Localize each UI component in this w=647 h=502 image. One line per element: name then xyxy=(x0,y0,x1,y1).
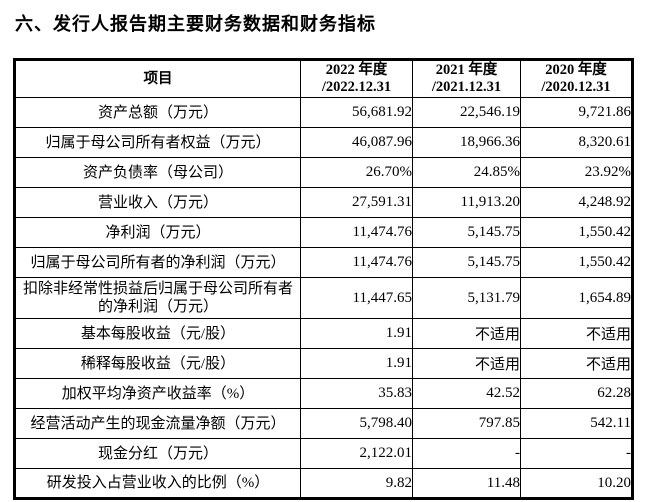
cell-value: 9,721.86 xyxy=(520,97,633,128)
header-2022: 2022 年度 /2022.12.31 xyxy=(300,59,413,98)
cell-value: 35.83 xyxy=(300,378,413,409)
financial-data-table: 项目 2022 年度 /2022.12.31 2021 年度 /2021.12.… xyxy=(13,58,634,500)
row-label: 归属于母公司所有者的净利润（万元） xyxy=(14,247,301,278)
header-2020-date: /2020.12.31 xyxy=(541,79,611,95)
cell-value: 不适用 xyxy=(520,318,633,349)
cell-value: 46,087.96 xyxy=(300,127,413,158)
row-label: 归属于母公司所有者权益（万元） xyxy=(14,127,301,158)
cell-value: 11,474.76 xyxy=(300,247,413,278)
cell-value: 2,122.01 xyxy=(300,438,413,469)
header-item: 项目 xyxy=(14,59,301,98)
table-row-parent-equity: 归属于母公司所有者权益（万元） 46,087.96 18,966.36 8,32… xyxy=(14,127,633,158)
row-label: 加权平均净资产收益率（%） xyxy=(14,378,301,409)
table-row-weighted-roe: 加权平均净资产收益率（%） 35.83 42.52 62.28 xyxy=(14,378,633,409)
table-row-net-profit: 净利润（万元） 11,474.76 5,145.75 1,550.42 xyxy=(14,217,633,248)
cell-value: 10.20 xyxy=(520,468,633,499)
cell-value: 27,591.31 xyxy=(300,187,413,218)
row-label: 资产总额（万元） xyxy=(14,97,301,128)
row-label: 研发投入占营业收入的比例（%） xyxy=(14,468,301,499)
cell-value: 5,145.75 xyxy=(412,217,521,248)
cell-value: - xyxy=(520,438,633,469)
cell-value: 5,131.79 xyxy=(412,277,521,319)
row-label: 扣除非经常性损益后归属于母公司所有者的净利润（万元） xyxy=(14,277,301,319)
cell-value: 11.48 xyxy=(412,468,521,499)
header-2022-period: 2022 年度 xyxy=(325,62,388,78)
cell-value: 24.85% xyxy=(412,157,521,188)
table-row-debt-ratio: 资产负债率（母公司） 26.70% 24.85% 23.92% xyxy=(14,157,633,188)
cell-value: 不适用 xyxy=(412,348,521,379)
cell-value: - xyxy=(412,438,521,469)
cell-value: 26.70% xyxy=(300,157,413,188)
cell-value: 1,550.42 xyxy=(520,217,633,248)
table-row-rd-ratio: 研发投入占营业收入的比例（%） 9.82 11.48 10.20 xyxy=(14,468,633,499)
cell-value: 797.85 xyxy=(412,408,521,439)
header-2021-date: /2021.12.31 xyxy=(431,79,502,95)
header-2021-period: 2021 年度 xyxy=(435,62,498,78)
table-row-revenue: 营业收入（万元） 27,591.31 11,913.20 4,248.92 xyxy=(14,187,633,218)
table-row-operating-cash-flow: 经营活动产生的现金流量净额（万元） 5,798.40 797.85 542.11 xyxy=(14,408,633,439)
cell-value: 62.28 xyxy=(520,378,633,409)
cell-value: 1.91 xyxy=(300,318,413,349)
row-label: 资产负债率（母公司） xyxy=(14,157,301,188)
cell-value: 56,681.92 xyxy=(300,97,413,128)
table-row-deducted-net-profit: 扣除非经常性损益后归属于母公司所有者的净利润（万元） 11,447.65 5,1… xyxy=(14,277,633,319)
cell-value: 4,248.92 xyxy=(520,187,633,218)
cell-value: 11,913.20 xyxy=(412,187,521,218)
cell-value: 1.91 xyxy=(300,348,413,379)
row-label: 稀释每股收益（元/股） xyxy=(14,348,301,379)
cell-value: 11,474.76 xyxy=(300,217,413,248)
cell-value: 5,798.40 xyxy=(300,408,413,439)
table-row-diluted-eps: 稀释每股收益（元/股） 1.91 不适用 不适用 xyxy=(14,348,633,379)
table-row-total-assets: 资产总额（万元） 56,681.92 22,546.19 9,721.86 xyxy=(14,97,633,128)
cell-value: 1,550.42 xyxy=(520,247,633,278)
table-header-row: 项目 2022 年度 /2022.12.31 2021 年度 /2021.12.… xyxy=(14,59,633,98)
cell-value: 不适用 xyxy=(520,348,633,379)
header-2020: 2020 年度 /2020.12.31 xyxy=(520,59,633,98)
cell-value: 542.11 xyxy=(520,408,633,439)
cell-value: 1,654.89 xyxy=(520,277,633,319)
row-label: 基本每股收益（元/股） xyxy=(14,318,301,349)
row-label: 经营活动产生的现金流量净额（万元） xyxy=(14,408,301,439)
table-row-basic-eps: 基本每股收益（元/股） 1.91 不适用 不适用 xyxy=(14,318,633,349)
header-2021: 2021 年度 /2021.12.31 xyxy=(412,59,521,98)
cell-value: 42.52 xyxy=(412,378,521,409)
row-label: 现金分红（万元） xyxy=(14,438,301,469)
cell-value: 8,320.61 xyxy=(520,127,633,158)
cell-value: 5,145.75 xyxy=(412,247,521,278)
row-label: 净利润（万元） xyxy=(14,217,301,248)
cell-value: 9.82 xyxy=(300,468,413,499)
cell-value: 23.92% xyxy=(520,157,633,188)
row-label: 营业收入（万元） xyxy=(14,187,301,218)
cell-value: 不适用 xyxy=(412,318,521,349)
header-2020-period: 2020 年度 xyxy=(545,62,607,78)
table-row-parent-net-profit: 归属于母公司所有者的净利润（万元） 11,474.76 5,145.75 1,5… xyxy=(14,247,633,278)
cell-value: 22,546.19 xyxy=(412,97,521,128)
cell-value: 18,966.36 xyxy=(412,127,521,158)
cell-value: 11,447.65 xyxy=(300,277,413,319)
table-row-cash-dividend: 现金分红（万元） 2,122.01 - - xyxy=(14,438,633,469)
section-title: 六、发行人报告期主要财务数据和财务指标 xyxy=(15,14,376,34)
header-2022-date: /2022.12.31 xyxy=(321,79,392,95)
